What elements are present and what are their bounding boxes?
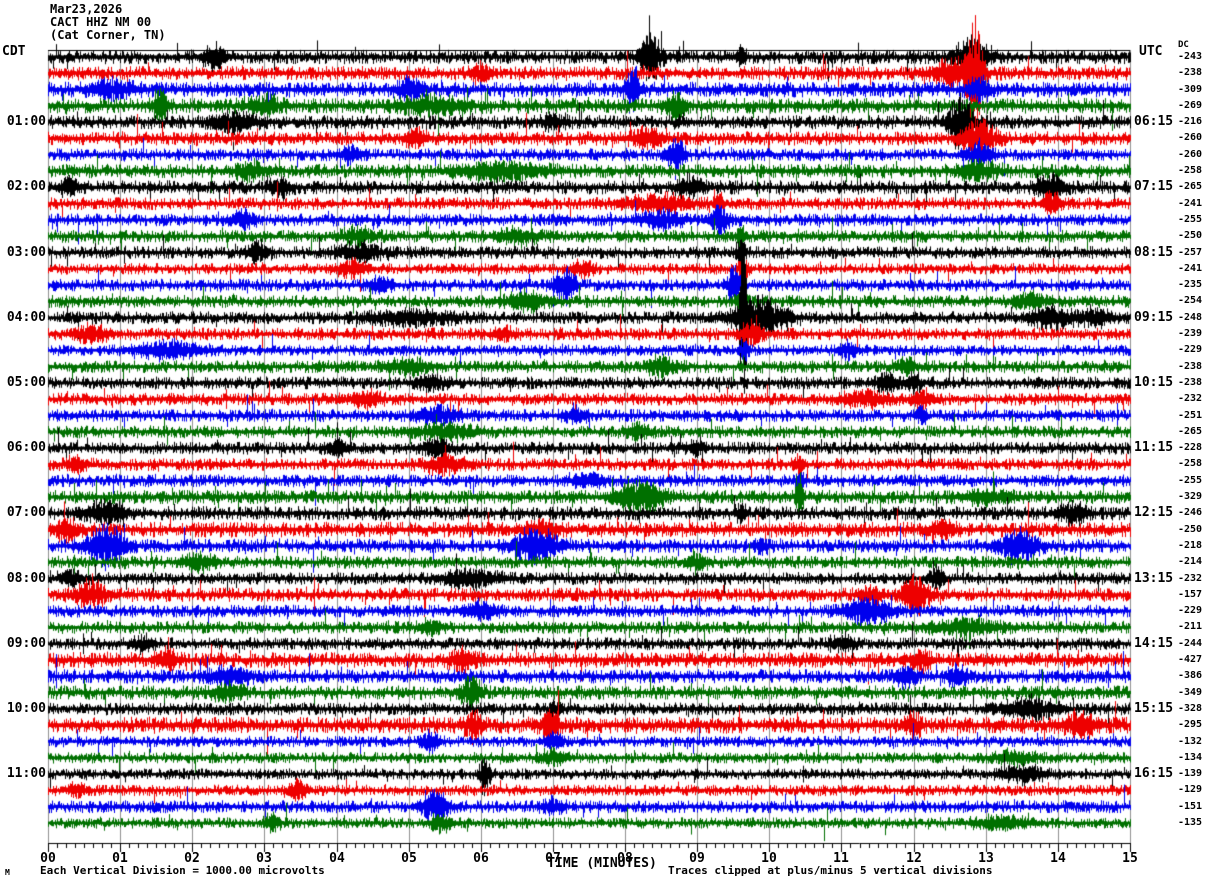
left-hour-label: 06:00 bbox=[6, 440, 46, 455]
right-timezone-label: UTC bbox=[1139, 44, 1163, 59]
x-tick-label: 07 bbox=[545, 851, 561, 866]
dc-offset-value: -254 bbox=[1178, 295, 1203, 306]
left-hour-label: 08:00 bbox=[6, 571, 46, 586]
x-tick-label: 04 bbox=[329, 851, 345, 866]
dc-offset-value: -328 bbox=[1178, 703, 1203, 714]
dc-offset-value: -132 bbox=[1178, 736, 1203, 747]
header-location: (Cat Corner, TN) bbox=[50, 28, 166, 42]
dc-offset-value: -260 bbox=[1178, 132, 1203, 143]
right-utc-label: 12:15 bbox=[1134, 505, 1174, 520]
x-tick-label: 03 bbox=[256, 851, 272, 866]
dc-offset-value: -257 bbox=[1178, 247, 1203, 258]
dc-offset-value: -258 bbox=[1178, 458, 1203, 469]
corner-mark: M bbox=[5, 868, 10, 877]
dc-offset-value: -216 bbox=[1178, 116, 1203, 127]
left-hour-label: 01:00 bbox=[6, 114, 46, 129]
right-utc-label: 09:15 bbox=[1134, 310, 1174, 325]
left-hour-label: 05:00 bbox=[6, 375, 46, 390]
dc-offset-value: -295 bbox=[1178, 719, 1203, 730]
dc-offset-value: -265 bbox=[1178, 426, 1203, 437]
dc-offset-value: -211 bbox=[1178, 621, 1203, 632]
dc-offset-value: -243 bbox=[1178, 51, 1203, 62]
dc-offset-value: -229 bbox=[1178, 605, 1203, 616]
dc-offset-value: -238 bbox=[1178, 67, 1203, 78]
right-utc-label: 11:15 bbox=[1134, 440, 1174, 455]
x-tick-label: 13 bbox=[978, 851, 994, 866]
x-tick-label: 09 bbox=[689, 851, 705, 866]
dc-offset-value: -246 bbox=[1178, 507, 1203, 518]
x-axis-title: TIME (MINUTES) bbox=[547, 856, 657, 871]
dc-offset-value: -241 bbox=[1178, 198, 1203, 209]
right-utc-label: 10:15 bbox=[1134, 375, 1174, 390]
dc-offset-value: -329 bbox=[1178, 491, 1203, 502]
dc-offset-value: -139 bbox=[1178, 768, 1203, 779]
dc-offset-value: -255 bbox=[1178, 475, 1203, 486]
dc-offset-value: -309 bbox=[1178, 84, 1203, 95]
dc-offset-value: -135 bbox=[1178, 817, 1203, 828]
x-tick-label: 14 bbox=[1050, 851, 1066, 866]
dc-offset-value: -229 bbox=[1178, 344, 1203, 355]
x-tick-label: 12 bbox=[906, 851, 922, 866]
dc-offset-value: -260 bbox=[1178, 149, 1203, 160]
x-tick-label: 15 bbox=[1122, 851, 1138, 866]
dc-offset-value: -258 bbox=[1178, 165, 1203, 176]
dc-offset-value: -232 bbox=[1178, 573, 1203, 584]
right-utc-label: 07:15 bbox=[1134, 179, 1174, 194]
dc-offset-value: -238 bbox=[1178, 361, 1203, 372]
dc-offset-value: -134 bbox=[1178, 752, 1203, 763]
dc-offset-value: -265 bbox=[1178, 181, 1203, 192]
right-utc-label: 16:15 bbox=[1134, 766, 1174, 781]
dc-offset-value: -239 bbox=[1178, 328, 1203, 339]
x-tick-label: 10 bbox=[761, 851, 777, 866]
left-hour-label: 02:00 bbox=[6, 179, 46, 194]
x-tick-label: 11 bbox=[833, 851, 849, 866]
right-utc-label: 08:15 bbox=[1134, 245, 1174, 260]
x-tick-label: 06 bbox=[473, 851, 489, 866]
x-tick-label: 00 bbox=[40, 851, 56, 866]
dc-offset-value: -241 bbox=[1178, 263, 1203, 274]
dc-offset-value: -214 bbox=[1178, 556, 1203, 567]
left-hour-label: 09:00 bbox=[6, 636, 46, 651]
left-hour-label: 03:00 bbox=[6, 245, 46, 260]
dc-offset-value: -250 bbox=[1178, 230, 1203, 241]
dc-offset-value: -235 bbox=[1178, 279, 1203, 290]
dc-offset-value: -427 bbox=[1178, 654, 1203, 665]
right-utc-label: 15:15 bbox=[1134, 701, 1174, 716]
header-station: CACT HHZ NM 00 bbox=[50, 15, 152, 29]
dc-offset-value: -349 bbox=[1178, 687, 1203, 698]
left-hour-label: 07:00 bbox=[6, 505, 46, 520]
dc-column-label: DC bbox=[1178, 40, 1189, 50]
dc-offset-value: -244 bbox=[1178, 638, 1203, 649]
right-utc-label: 13:15 bbox=[1134, 571, 1174, 586]
x-tick-label: 02 bbox=[184, 851, 200, 866]
dc-offset-value: -151 bbox=[1178, 801, 1203, 812]
dc-offset-value: -269 bbox=[1178, 100, 1203, 111]
dc-offset-value: -386 bbox=[1178, 670, 1203, 681]
dc-offset-value: -248 bbox=[1178, 312, 1203, 323]
scale-note: Each Vertical Division = 1000.00 microvo… bbox=[40, 864, 325, 877]
dc-offset-value: -157 bbox=[1178, 589, 1203, 600]
header-date: Mar23,2026 bbox=[50, 2, 123, 16]
x-tick-label: 05 bbox=[401, 851, 417, 866]
dc-offset-value: -238 bbox=[1178, 377, 1203, 388]
x-tick-label: 08 bbox=[617, 851, 633, 866]
left-timezone-label: CDT bbox=[2, 44, 26, 59]
dc-offset-value: -255 bbox=[1178, 214, 1203, 225]
x-tick-label: 01 bbox=[112, 851, 128, 866]
left-hour-label: 10:00 bbox=[6, 701, 46, 716]
dc-offset-value: -250 bbox=[1178, 524, 1203, 535]
left-hour-label: 04:00 bbox=[6, 310, 46, 325]
right-utc-label: 14:15 bbox=[1134, 636, 1174, 651]
clip-note: Traces clipped at plus/minus 5 vertical … bbox=[668, 864, 993, 877]
right-utc-label: 06:15 bbox=[1134, 114, 1174, 129]
dc-offset-value: -228 bbox=[1178, 442, 1203, 453]
dc-offset-value: -129 bbox=[1178, 784, 1203, 795]
dc-offset-value: -232 bbox=[1178, 393, 1203, 404]
dc-offset-value: -251 bbox=[1178, 410, 1203, 421]
left-hour-label: 11:00 bbox=[6, 766, 46, 781]
dc-offset-value: -218 bbox=[1178, 540, 1203, 551]
